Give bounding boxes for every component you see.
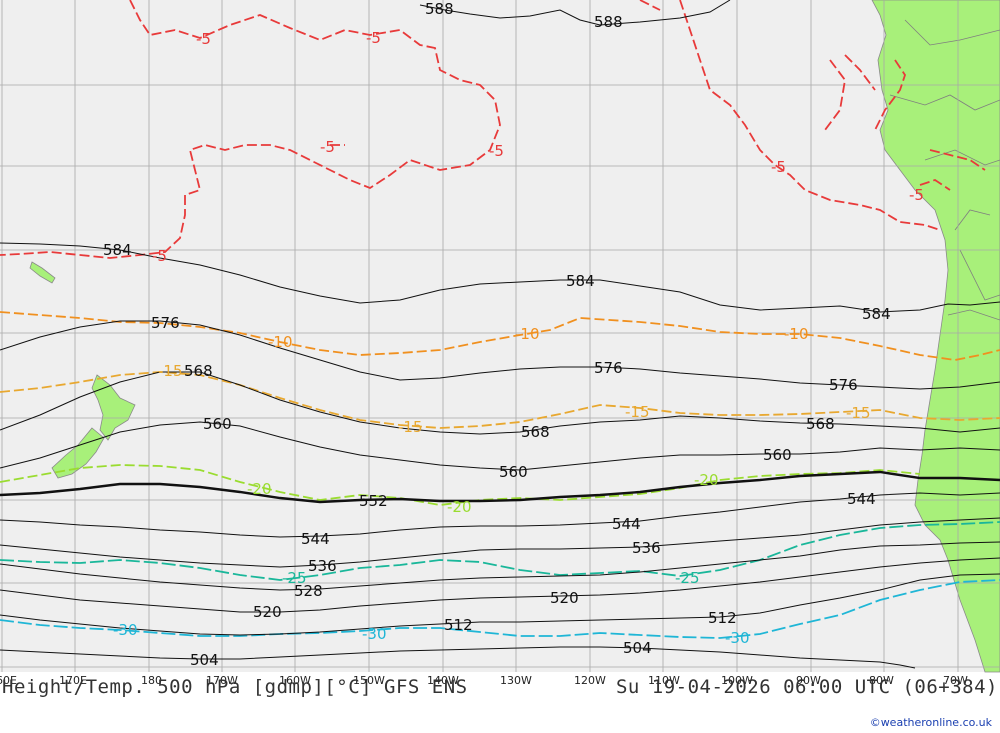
height-label: 520: [550, 589, 579, 607]
temp-label-minus5: -5: [771, 158, 786, 176]
height-label: 528: [294, 582, 323, 600]
height-contour-568: [0, 371, 1000, 435]
height-contour-584: [0, 242, 1000, 313]
footer-bar: [0, 672, 1000, 733]
longitude-tick-label: 130W: [500, 674, 532, 687]
temp-label-minus20: -20: [247, 480, 272, 498]
temp-label-minus5: -5: [489, 142, 504, 160]
height-label: 512: [708, 609, 737, 627]
height-contour-504: [0, 646, 916, 669]
land-masses: [29, 0, 1000, 673]
temp-contour-minus20: [0, 464, 921, 506]
temp-label-minus30: -30: [113, 621, 138, 639]
longitude-axis: 60E 170E 180 170W 160W 150W 140W 130W 12…: [0, 674, 968, 687]
height-label: 568: [806, 415, 835, 433]
height-contour-552: [0, 470, 1000, 504]
temp-label-minus25: -25: [282, 569, 307, 587]
height-contour-520: [0, 557, 1000, 613]
height-label: 520: [253, 603, 282, 621]
height-label: 576: [151, 314, 180, 332]
height-contours: [0, 0, 1000, 669]
temp-contour-minus10: [0, 311, 1000, 361]
temp-label-minus25: -25: [675, 569, 700, 587]
longitude-tick-label: 110W: [648, 674, 680, 687]
country-borders: [889, 19, 1000, 321]
height-label: 536: [632, 539, 661, 557]
longitude-tick-label: 180: [141, 674, 162, 687]
height-label: 568: [184, 362, 213, 380]
credit-link[interactable]: ©weatheronline.co.uk: [869, 716, 992, 729]
temp-label-minus15: -15: [625, 403, 650, 421]
height-label: 560: [499, 463, 528, 481]
height-label: 512: [444, 616, 473, 634]
height-label: 560: [203, 415, 232, 433]
temp-contour-minus25: [0, 521, 1000, 581]
temp-label-minus20: -20: [447, 498, 472, 516]
height-contour-588: [419, 0, 731, 26]
height-label: 544: [301, 530, 330, 548]
longitude-tick-label: 80W: [869, 674, 894, 687]
new-zealand-south-island: [51, 427, 105, 479]
temp-label-minus5: -5: [196, 30, 211, 48]
longitude-tick-label: 120W: [574, 674, 606, 687]
height-contour-544: [0, 492, 1000, 538]
new-zealand-north-island: [91, 374, 136, 441]
height-label: 544: [847, 490, 876, 508]
map-title: Height/Temp. 500 hPa [gdmp][°C] GFS ENS: [2, 676, 468, 698]
height-contour-536: [0, 517, 1000, 568]
height-label: 584: [566, 272, 595, 290]
temp-label-minus10: -10: [268, 333, 293, 351]
height-label: 504: [623, 639, 652, 657]
height-label: 560: [763, 446, 792, 464]
height-contour-528: [0, 541, 1000, 591]
height-label: 576: [594, 359, 623, 377]
height-label: 588: [594, 13, 623, 31]
temp-label-minus5: -5: [366, 29, 381, 47]
temp-contour-minus5: [0, 0, 986, 259]
longitude-tick-label: 140W: [427, 674, 459, 687]
temp-label-minus20: -20: [694, 471, 719, 489]
temp-label-minus10: -10: [784, 325, 809, 343]
longitude-tick-label: 60E: [0, 674, 17, 687]
temp-label-minus15: -15: [398, 418, 423, 436]
temp-label-minus30: -30: [725, 629, 750, 647]
longitude-tick-label: 70W: [943, 674, 968, 687]
valid-time: Su 19-04-2026 06:00 UTC (06+384): [615, 676, 998, 698]
height-label: 584: [103, 241, 132, 259]
height-labels: 588 588 584 584 584 576 576 576 568 568 …: [103, 0, 891, 669]
height-contour-560: [0, 421, 1000, 471]
new-caledonia: [29, 261, 56, 284]
height-contour-576: [0, 320, 1000, 390]
height-label: 584: [862, 305, 891, 323]
temp-label-minus5: -5: [152, 247, 167, 265]
longitude-tick-label: 160W: [279, 674, 311, 687]
longitude-tick-label: 100W: [721, 674, 753, 687]
south-america-land: [871, 0, 1000, 673]
longitude-tick-label: 90W: [796, 674, 821, 687]
temp-contour-minus30: [0, 579, 1000, 639]
longitude-tick-label: 170E: [59, 674, 87, 687]
temp-label-minus30: -30: [362, 625, 387, 643]
temperature-contours: [0, 0, 1000, 639]
height-label: 576: [829, 376, 858, 394]
temp-label-minus15: -15: [846, 404, 871, 422]
graticule: [0, 0, 1000, 672]
height-label: 536: [308, 557, 337, 575]
height-label: 504: [190, 651, 219, 669]
longitude-tick-label: 170W: [206, 674, 238, 687]
temp-label-minus15: -15: [158, 362, 183, 380]
temperature-labels: -5 -5 -5 -5 -5 -5 -5 -10 -10 -10 -15 -15…: [113, 29, 924, 647]
temp-label-minus5: -5: [320, 138, 335, 156]
height-label: 588: [425, 0, 454, 18]
temp-label-minus5: -5: [909, 186, 924, 204]
height-contour-512: [0, 573, 1000, 636]
height-label: 552: [359, 492, 388, 510]
temp-label-minus10: -10: [515, 325, 540, 343]
height-label: 544: [612, 515, 641, 533]
height-label: 568: [521, 423, 550, 441]
longitude-tick-label: 150W: [353, 674, 385, 687]
